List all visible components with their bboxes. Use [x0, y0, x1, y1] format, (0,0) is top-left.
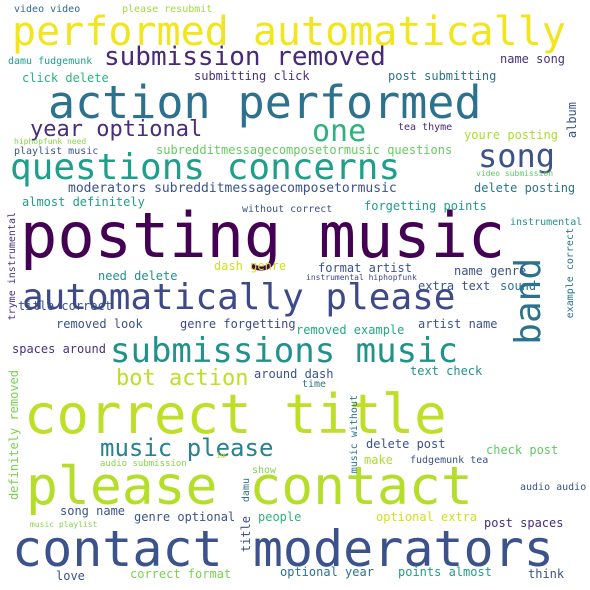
word-without-correct: without correct	[242, 204, 333, 215]
word-title: title	[239, 516, 253, 553]
word-think: think	[528, 567, 565, 581]
word-definitely-removed: definitely removed	[7, 370, 21, 501]
word-video-video: video video	[14, 4, 81, 15]
word-optional-extra: optional extra	[376, 510, 478, 524]
word-spaces-around: spaces around	[12, 342, 106, 356]
word-tea-thyme: tea thyme	[398, 122, 453, 133]
word-automatically-please: automatically please	[22, 277, 456, 318]
word-post-submitting: post submitting	[388, 69, 497, 83]
word-playlist-music: playlist music	[14, 146, 99, 157]
word-dash-genre: dash genre	[214, 259, 287, 273]
word-song-name: song name	[60, 504, 126, 518]
word-performed-automatically: performed automatically	[12, 9, 566, 55]
word-video-submission: video submission	[476, 169, 554, 178]
word-correct-title: correct title	[24, 383, 447, 446]
word-forgetting-points: forgetting points	[364, 199, 487, 213]
word-hiphopfunk-need: hiphopfunk need	[14, 137, 87, 146]
word-removed-example: removed example	[296, 323, 405, 337]
word-subredditmessage-questions: subredditmessagecomposetormusic question…	[156, 143, 453, 157]
word-points-almost: points almost	[398, 565, 492, 579]
word-format-artist: format artist	[318, 261, 412, 275]
word-instrumental: instrumental	[510, 217, 583, 228]
word-people: people	[258, 510, 302, 524]
word-audio-audio: audio audio	[520, 482, 587, 493]
word-questions-concerns: questions concerns	[10, 147, 401, 188]
word-delete-posting: delete posting	[474, 181, 576, 195]
word-music-without: music without	[349, 395, 360, 474]
word-moderators-subredditmessage: moderators subredditmessagecomposetormus…	[68, 181, 397, 196]
word-around-dash: around dash	[254, 367, 334, 381]
word-fudgemunk-tea: fudgemunk tea	[410, 455, 489, 466]
word-make: make	[364, 453, 393, 467]
word-removed-look: removed look	[56, 317, 143, 331]
word-one: one	[312, 114, 367, 149]
word-submissions-music: submissions music	[110, 331, 458, 371]
word-tryme-instrumental: tryme instrumental	[7, 212, 18, 321]
word-need-delete: need delete	[98, 269, 178, 283]
word-post-spaces: post spaces	[484, 516, 564, 530]
word-submission-removed: submission removed	[104, 42, 386, 72]
word-instrumental-hiphopfunk: instrumental hiphopfunk	[306, 273, 417, 282]
word-optional-year: optional year	[280, 565, 374, 579]
word-submitting-click: submitting click	[194, 69, 310, 83]
word-genre-forgetting: genre forgetting	[180, 317, 296, 331]
word-music-playlist: music playlist	[30, 520, 98, 529]
word-song: song	[478, 137, 556, 175]
word-correct-format: correct format	[130, 567, 232, 581]
word-damu: damu	[241, 478, 252, 503]
word-music-please: music please	[100, 434, 274, 462]
word-artist-name: artist name	[418, 317, 498, 331]
word-check-post: check post	[486, 443, 559, 457]
word-damu-fudgemunk: damu fudgemunk	[8, 56, 93, 67]
word-action-performed: action performed	[48, 76, 482, 129]
word-year-optional: year optional	[30, 117, 203, 142]
word-text-check: text check	[410, 364, 483, 378]
word-sound: sound	[500, 279, 537, 293]
word-name-song: name song	[500, 52, 566, 66]
word-extra-text: extra text	[418, 279, 491, 293]
word-show: show	[252, 465, 277, 476]
word-name-genre: name genre	[454, 264, 527, 278]
word-almost-definitely: almost definitely	[22, 195, 145, 209]
word-genre-optional: genre optional	[134, 510, 236, 524]
word-posting-music: posting music	[20, 199, 506, 272]
word-example-correct: example correct	[565, 228, 576, 319]
word-title-correct: title correct	[18, 299, 112, 313]
word-contact-moderators: contact moderators	[12, 520, 554, 578]
word-please-contact: please contact	[26, 456, 473, 517]
word-please-resubmit: please resubmit	[122, 4, 213, 15]
word-click-delete: click delete	[22, 71, 109, 85]
word-album: album	[565, 102, 579, 139]
word-delete-post: delete post	[366, 437, 446, 451]
word-bot-action: bot action	[116, 366, 249, 391]
word-time: time	[302, 379, 327, 390]
word-love: love	[56, 569, 85, 583]
word-audio-submission: audio submission	[100, 459, 187, 469]
word-youre-posting: youre posting	[464, 128, 558, 142]
word-im: im	[216, 451, 226, 460]
